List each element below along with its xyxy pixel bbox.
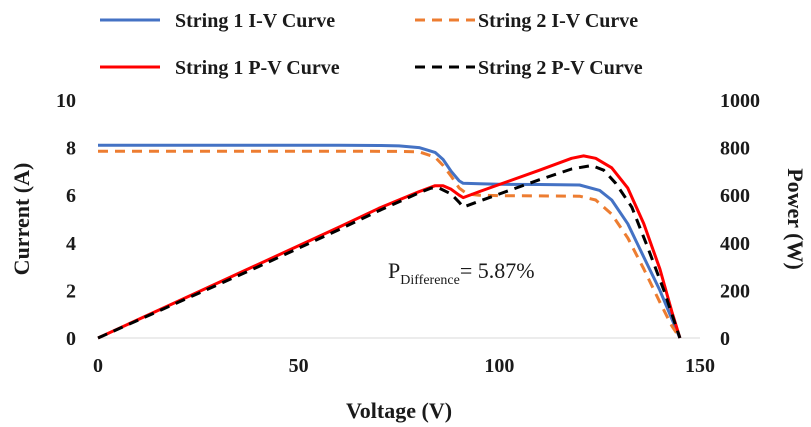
- y2-tick-label: 1000: [720, 90, 760, 112]
- legend: String 1 I-V Curve String 2 I-V Curve St…: [100, 10, 643, 79]
- power-difference-annotation: PDifference= 5.87%: [388, 258, 535, 288]
- y2-tick-label: 200: [720, 280, 750, 302]
- y-tick-label: 0: [66, 328, 76, 350]
- legend-label-string1-iv: String 1 I-V Curve: [175, 10, 335, 32]
- x-tick-label: 150: [685, 355, 715, 377]
- annotation-prefix: P: [388, 258, 400, 283]
- legend-label-string2-pv: String 2 P-V Curve: [478, 57, 643, 79]
- legend-entry-string1-pv: String 1 P-V Curve: [100, 57, 340, 79]
- y2-axis-ticks: 0 200 400 600 800 1000: [720, 90, 760, 350]
- y-tick-label: 6: [66, 185, 76, 207]
- y2-tick-label: 0: [720, 328, 730, 350]
- legend-label-string1-pv: String 1 P-V Curve: [175, 57, 340, 79]
- y-tick-label: 8: [66, 138, 76, 160]
- legend-entry-string2-iv: String 2 I-V Curve: [415, 10, 638, 32]
- legend-entry-string1-iv: String 1 I-V Curve: [100, 10, 335, 32]
- y-tick-label: 10: [56, 90, 76, 112]
- y-axis-title: Current (A): [9, 163, 34, 276]
- y-tick-label: 4: [66, 233, 76, 255]
- x-axis-ticks: 0 50 100 150: [93, 355, 715, 377]
- y2-tick-label: 600: [720, 185, 750, 207]
- legend-label-string2-iv: String 2 I-V Curve: [478, 10, 638, 32]
- x-axis-title: Voltage (V): [346, 398, 452, 423]
- x-tick-label: 100: [484, 355, 514, 377]
- y2-tick-label: 400: [720, 233, 750, 255]
- annotation-suffix: = 5.87%: [460, 258, 535, 283]
- annotation-subscript: Difference: [400, 273, 460, 288]
- legend-entry-string2-pv: String 2 P-V Curve: [415, 57, 643, 79]
- series-line-4: [97, 164, 682, 340]
- x-tick-label: 50: [289, 355, 309, 377]
- y-axis-ticks: 0 2 4 6 8 10: [56, 90, 76, 350]
- series-line-1: [98, 143, 682, 339]
- y2-tick-label: 800: [720, 138, 750, 160]
- y-tick-label: 2: [66, 280, 76, 302]
- series-line-3: [97, 154, 682, 340]
- y2-axis-title: Power (W): [783, 168, 808, 270]
- series-line-2: [98, 149, 682, 339]
- x-tick-label: 0: [93, 355, 103, 377]
- series-layer: [97, 143, 682, 340]
